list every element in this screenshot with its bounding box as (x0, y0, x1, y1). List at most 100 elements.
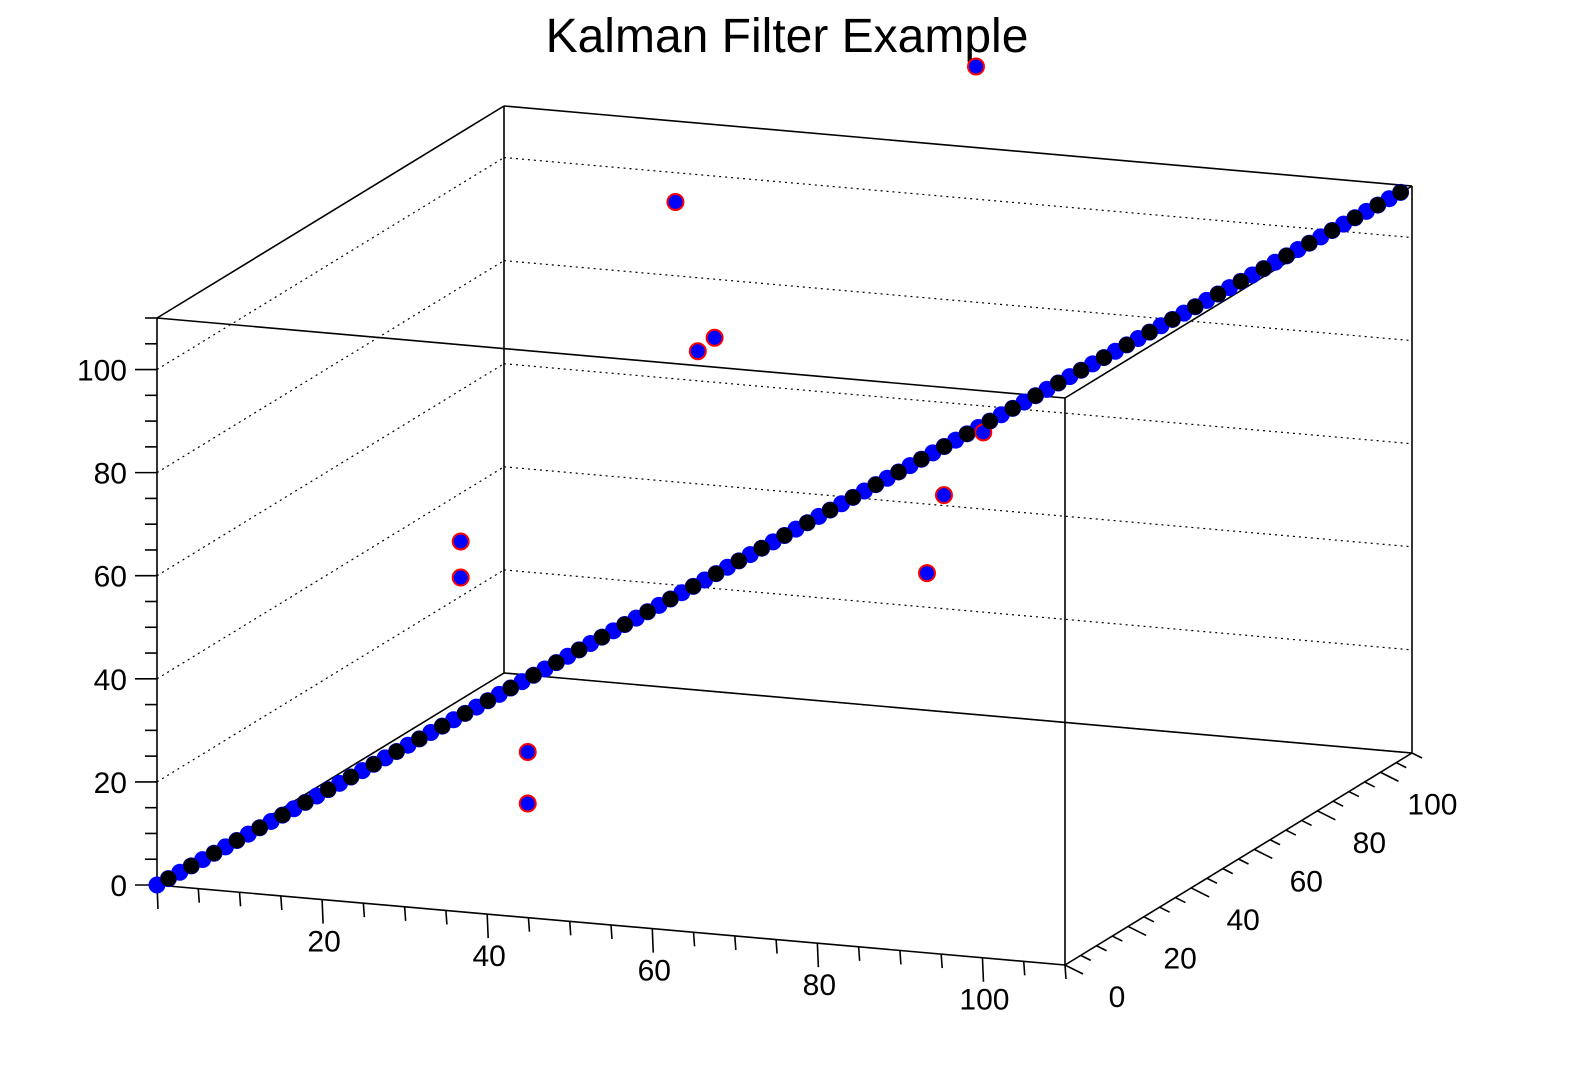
frame-edge (503, 672, 1413, 754)
estimate-point (913, 451, 930, 468)
outlier-point (688, 342, 707, 361)
estimate-point (251, 819, 268, 836)
y-axis-major-tick (1127, 925, 1147, 937)
estimate-point (822, 502, 839, 519)
y-axis-minor-tick (1285, 829, 1297, 836)
x-axis-minor-tick (568, 921, 572, 936)
x-axis-minor-tick (197, 888, 201, 903)
y-axis-minor-tick (1080, 954, 1092, 962)
estimate-point (708, 565, 725, 582)
x-axis-minor-tick (775, 939, 778, 954)
z-tick-label: 20 (94, 767, 127, 800)
grid-line-back-wall (503, 260, 1413, 342)
estimate-point (1255, 260, 1272, 277)
x-axis-minor-tick (403, 906, 407, 921)
y-tick-label: 0 (1109, 981, 1126, 1014)
y-axis-minor-tick (1411, 752, 1423, 759)
estimate-point (662, 591, 679, 608)
x-tick-label: 80 (803, 969, 836, 1002)
y-axis-minor-tick (1159, 906, 1170, 913)
x-axis-minor-tick (857, 946, 861, 961)
x-axis-major-tick (651, 928, 655, 953)
estimate-point (1141, 324, 1158, 341)
estimate-point (274, 807, 291, 824)
estimate-point (685, 578, 702, 595)
estimate-point (1187, 298, 1204, 315)
estimate-point (867, 476, 884, 493)
x-axis-minor-tick (238, 892, 242, 907)
y-axis-minor-tick (1111, 935, 1123, 942)
estimate-point (1278, 247, 1295, 264)
outlier-point (705, 328, 724, 347)
y-axis-minor-tick (1206, 877, 1218, 884)
estimate-point (160, 870, 177, 887)
estimate-point (1324, 222, 1341, 239)
y-tick-label: 80 (1353, 827, 1386, 860)
z-tick-label: 0 (110, 870, 127, 903)
estimate-point (1050, 374, 1067, 391)
x-tick-label: 60 (638, 955, 671, 988)
grid-line-left-wall (156, 157, 505, 371)
y-tick-label: 100 (1407, 788, 1457, 821)
estimate-point (730, 552, 747, 569)
outlier-point (518, 743, 537, 761)
x-tick-label: 40 (472, 940, 505, 973)
grid-line-left-wall (156, 466, 505, 680)
x-tick-label: 20 (307, 926, 340, 959)
estimate-point (365, 756, 382, 773)
y-axis-minor-tick (1143, 916, 1155, 923)
estimate-point (616, 616, 633, 633)
estimate-point (753, 540, 770, 557)
z-tick-label: 100 (77, 355, 127, 388)
estimate-point (776, 527, 793, 544)
estimate-point (1346, 209, 1363, 226)
estimate-point (297, 794, 314, 811)
x-axis-major-tick (981, 957, 985, 982)
estimate-point (936, 438, 953, 455)
z-tick-label: 40 (94, 664, 127, 697)
x-axis-minor-tick (527, 917, 531, 932)
y-axis-minor-tick (1222, 867, 1234, 875)
z-tick-label: 60 (94, 561, 127, 594)
y-axis-minor-tick (1301, 819, 1312, 827)
outlier-point (451, 568, 470, 587)
estimate-point (639, 603, 656, 620)
x-tick-label: 100 (959, 984, 1009, 1017)
outlier-point (518, 794, 537, 813)
y-axis-minor-tick (1395, 761, 1407, 769)
estimate-point (342, 768, 359, 785)
y-axis-major-tick (1380, 771, 1399, 782)
estimate-point (1392, 184, 1409, 201)
tick-labels: 0 20 40 60 80 100 20 40 60 80 100 0 20 40 60 80 100 (77, 355, 1458, 1017)
frame-edge (503, 105, 1413, 187)
x-axis-minor-tick (692, 932, 696, 947)
y-axis-major-tick (1064, 964, 1084, 975)
x-axis-minor-tick (1064, 964, 1067, 980)
x-axis-minor-tick (610, 924, 613, 940)
estimate-point (571, 641, 588, 658)
y-tick-label: 40 (1226, 904, 1259, 937)
outlier-point (934, 486, 953, 505)
x-axis-minor-tick (940, 954, 943, 969)
grid-line-back-wall (503, 156, 1413, 239)
grid-line-back-wall (503, 466, 1413, 548)
frame-edge (156, 105, 505, 319)
y-axis-minor-tick (1096, 945, 1107, 952)
estimate-point (1118, 336, 1135, 353)
estimate-point (1232, 273, 1249, 290)
grid-line-back-wall (503, 569, 1413, 651)
x-axis-minor-tick (280, 895, 283, 910)
estimate-point (844, 489, 861, 506)
estimate-point (320, 781, 337, 798)
data-points (148, 57, 1410, 894)
outlier-point (451, 532, 470, 551)
chart-title: Kalman Filter Example (546, 10, 1029, 63)
estimate-point (799, 514, 816, 531)
outlier-point (966, 57, 985, 76)
y-axis-minor-tick (1364, 781, 1376, 788)
z-tick-label: 80 (94, 458, 127, 491)
estimate-point (593, 629, 610, 646)
grid-line-left-wall (156, 260, 505, 474)
estimate-point (388, 743, 405, 760)
